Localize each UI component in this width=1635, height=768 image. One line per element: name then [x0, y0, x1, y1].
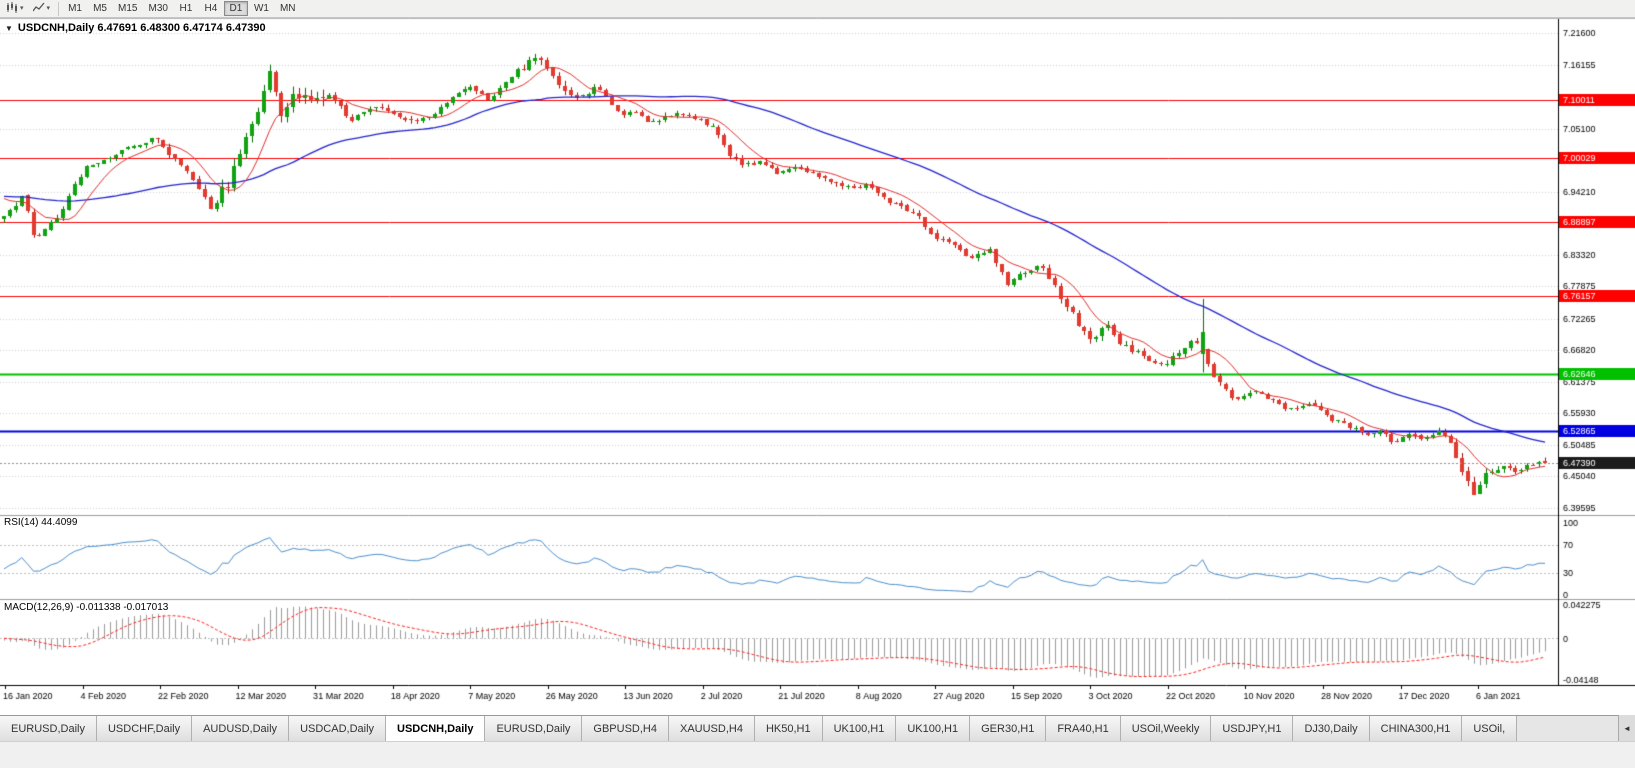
chart-title-text: USDCNH,Daily 6.47691 6.48300 6.47174 6.4…: [17, 22, 266, 34]
tab-usoil-weekly[interactable]: USOil,Weekly: [1120, 716, 1212, 741]
timeframe-MN-button[interactable]: MN: [275, 1, 301, 16]
timeframe-H1-button[interactable]: H1: [174, 1, 198, 16]
tab-ger30-h1[interactable]: GER30,H1: [970, 716, 1047, 741]
status-strip: [0, 741, 1635, 768]
toolbar-divider: [58, 1, 60, 16]
timeframe-M30-button[interactable]: M30: [143, 1, 172, 16]
timeframe-D1-button[interactable]: D1: [223, 1, 248, 16]
tab-usdchf-daily[interactable]: USDCHF,Daily: [96, 716, 193, 741]
tab-eurusd-daily[interactable]: EURUSD,Daily: [0, 716, 97, 741]
tab-eurusd-daily[interactable]: EURUSD,Daily: [485, 716, 583, 741]
tab-usdcnh-daily[interactable]: USDCNH,Daily: [386, 716, 486, 741]
chevron-down-icon: ▾: [20, 5, 24, 12]
timeframe-H4-button[interactable]: H4: [199, 1, 223, 16]
timeframe-M5-button[interactable]: M5: [88, 1, 112, 16]
candlestick-chart-icon: [6, 2, 18, 15]
chart-dropdown-icon[interactable]: ▼: [5, 23, 13, 33]
chevron-down-icon: ▾: [46, 5, 51, 12]
tab-audusd-daily[interactable]: AUDUSD,Daily: [192, 716, 290, 741]
tab-usdcad-daily[interactable]: USDCAD,Daily: [289, 716, 387, 741]
timeframe-buttons: M1 M5 M15 M30 H1 H4 D1 W1 MN: [63, 1, 300, 16]
timeframe-W1-button[interactable]: W1: [249, 1, 274, 16]
tab-fra40-h1[interactable]: FRA40,H1: [1046, 716, 1121, 741]
tab-hk50-h1[interactable]: HK50,H1: [754, 716, 823, 741]
tab-xauusd-h4[interactable]: XAUUSD,H4: [668, 716, 755, 741]
indicators-button[interactable]: ▾: [29, 1, 55, 17]
toolbar: ▾ ▾ M1 M5 M15 M30 H1 H4 D1 W1 MN: [0, 0, 1635, 18]
timeframe-M1-button[interactable]: M1: [63, 1, 87, 16]
indicator-icon: [31, 2, 45, 15]
tab-dj30-daily[interactable]: DJ30,Daily: [1293, 716, 1370, 741]
bottom-tab-bar: EURUSD,Daily USDCHF,Daily AUDUSD,Daily USDC…: [0, 715, 1635, 741]
tab-gbpusd-h4[interactable]: GBPUSD,H4: [582, 716, 669, 741]
tab-china300-h1[interactable]: CHINA300,H1: [1369, 716, 1463, 741]
tab-list: EURUSD,Daily USDCHF,Daily AUDUSD,Daily USDC…: [0, 716, 1518, 741]
tab-usdjpy-h1[interactable]: USDJPY,H1: [1211, 716, 1294, 741]
chart-type-button[interactable]: ▾: [2, 1, 28, 17]
chart-area: ▼ USDCNH,Daily 6.47691 6.48300 6.47174 6…: [0, 18, 1635, 715]
tab-uk100-h1[interactable]: UK100,H1: [896, 716, 971, 741]
chart-title: ▼ USDCNH,Daily 6.47691 6.48300 6.47174 6…: [5, 22, 266, 34]
tab-scroll-left-button[interactable]: ◄: [1618, 715, 1635, 741]
tab-usoil[interactable]: USOil,: [1462, 716, 1518, 741]
chart-canvas[interactable]: [0, 18, 1635, 715]
timeframe-M15-button[interactable]: M15: [113, 1, 142, 16]
tab-uk100-h1[interactable]: UK100,H1: [822, 716, 897, 741]
